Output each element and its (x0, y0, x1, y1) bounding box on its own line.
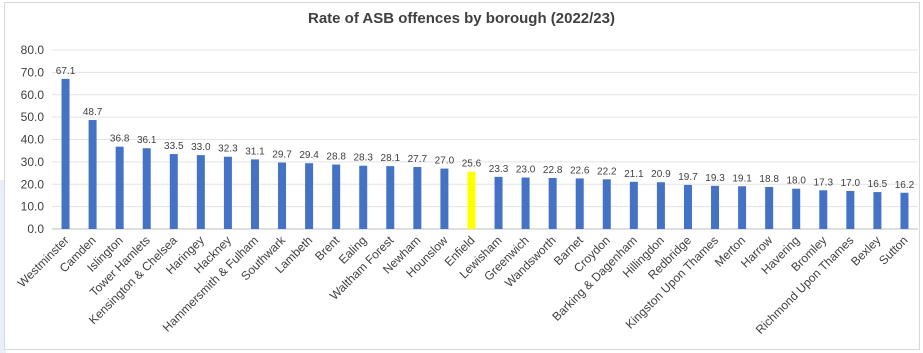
data-label: 19.1 (732, 173, 752, 184)
bar (629, 181, 638, 229)
y-tick-label: 40.0 (21, 133, 45, 147)
data-label: 17.0 (841, 178, 861, 189)
bar (223, 156, 232, 229)
y-tick-label: 60.0 (21, 88, 45, 102)
y-tick-label: 70.0 (21, 65, 45, 79)
data-label: 19.3 (705, 173, 725, 184)
bar (413, 167, 422, 229)
bar (278, 162, 287, 229)
data-label: 28.3 (353, 153, 373, 164)
bar (332, 164, 341, 229)
data-label: 28.8 (326, 152, 346, 163)
data-label: 31.1 (245, 146, 265, 157)
chart-area (4, 2, 920, 350)
y-tick-label: 10.0 (21, 200, 45, 214)
bar (169, 154, 178, 229)
bar (711, 185, 720, 229)
bar (440, 168, 449, 229)
data-label: 33.5 (164, 141, 184, 152)
data-label: 29.7 (272, 150, 292, 161)
bar (359, 165, 368, 229)
bar (115, 146, 124, 229)
data-label: 27.7 (408, 154, 428, 165)
data-label: 18.8 (759, 174, 779, 185)
data-label: 36.8 (110, 134, 130, 145)
data-label: 16.5 (868, 179, 888, 190)
data-label: 21.1 (624, 169, 644, 180)
data-label: 28.1 (381, 153, 401, 164)
bar (846, 190, 855, 229)
background-strip (0, 180, 6, 353)
y-tick-label: 0.0 (27, 222, 44, 236)
data-label: 22.8 (543, 165, 563, 176)
bar (61, 78, 70, 230)
data-label: 67.1 (56, 66, 76, 77)
bar (467, 171, 476, 229)
category-label: Bexley (848, 233, 883, 268)
bar (738, 186, 747, 229)
y-tick-label: 80.0 (21, 43, 45, 57)
data-label: 29.4 (299, 150, 319, 161)
bar (305, 163, 314, 229)
y-tick-label: 30.0 (21, 155, 45, 169)
data-label: 22.2 (597, 166, 617, 177)
bar (494, 176, 503, 229)
bar (819, 190, 828, 229)
data-label: 23.0 (516, 165, 536, 176)
bar (250, 159, 259, 229)
bar (656, 182, 665, 229)
data-label: 20.9 (651, 169, 671, 180)
bar (792, 188, 801, 229)
bar (521, 177, 530, 229)
y-tick-label: 20.0 (21, 177, 45, 191)
bar (900, 192, 909, 229)
data-label: 33.0 (191, 142, 211, 153)
bar (575, 178, 584, 229)
bar (88, 120, 97, 229)
bar (765, 186, 774, 229)
data-label: 16.2 (895, 180, 915, 191)
bar (873, 192, 882, 229)
data-label: 36.1 (137, 135, 157, 146)
data-label: 23.3 (489, 164, 509, 175)
bar (386, 166, 395, 229)
bar (196, 155, 205, 229)
data-label: 19.7 (678, 172, 698, 183)
data-label: 25.6 (462, 159, 482, 170)
data-label: 17.3 (814, 177, 834, 188)
y-tick-label: 50.0 (21, 110, 45, 124)
data-label: 22.6 (570, 165, 590, 176)
data-label: 48.7 (83, 107, 103, 118)
data-label: 27.0 (435, 156, 455, 167)
bar (548, 177, 557, 229)
bar (602, 179, 611, 229)
data-label: 18.0 (786, 176, 806, 187)
data-label: 32.3 (218, 144, 238, 155)
bar (683, 184, 692, 229)
bar (142, 148, 151, 229)
category-label: Sutton (876, 233, 910, 267)
chart-title: Rate of ASB offences by borough (2022/23… (307, 10, 615, 27)
